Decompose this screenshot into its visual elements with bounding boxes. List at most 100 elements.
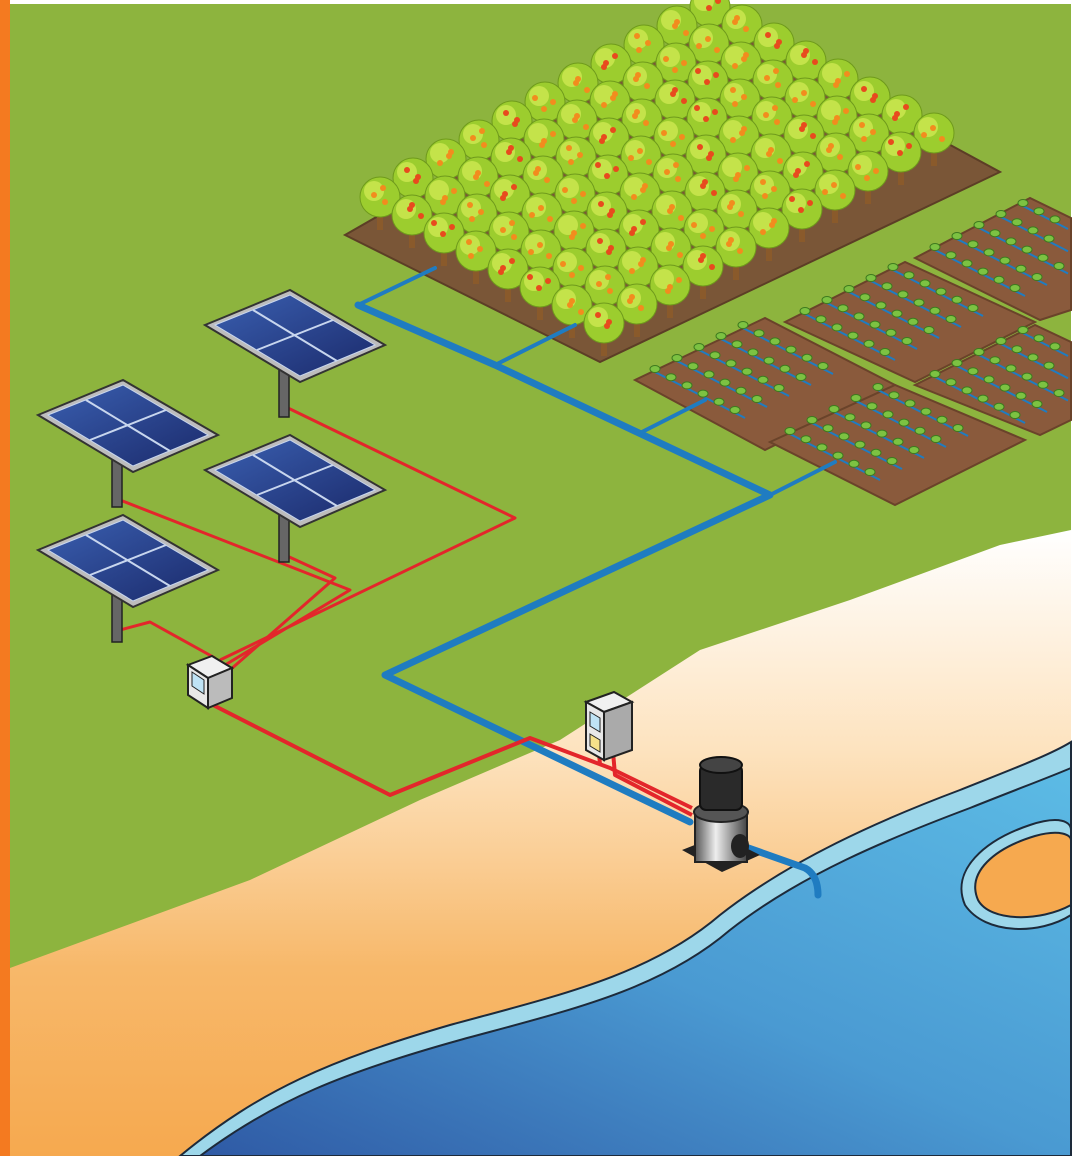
plant xyxy=(832,451,844,460)
fruit xyxy=(541,106,547,112)
fruit xyxy=(431,220,437,226)
tree-highlight xyxy=(624,177,644,197)
fruit xyxy=(613,166,619,172)
solar-array xyxy=(35,288,388,643)
fruit xyxy=(833,82,839,88)
tree-highlight xyxy=(623,214,643,234)
fruit xyxy=(566,145,572,151)
fruit xyxy=(939,136,945,142)
tree-highlight xyxy=(628,29,648,49)
fruit xyxy=(903,104,909,110)
tree-highlight xyxy=(492,253,512,273)
fruit xyxy=(544,177,550,183)
tree xyxy=(557,62,599,116)
plant xyxy=(952,424,964,432)
tree-highlight xyxy=(753,212,773,232)
fruit xyxy=(789,196,795,202)
tree-trunk xyxy=(700,279,706,299)
plant xyxy=(681,381,693,390)
tree-trunk xyxy=(766,241,772,261)
tree-highlight xyxy=(364,181,384,201)
fruit xyxy=(696,43,702,49)
tree xyxy=(781,188,823,242)
fruit xyxy=(583,124,589,130)
plant xyxy=(848,459,860,468)
tree-highlight xyxy=(494,179,514,199)
fruit xyxy=(844,71,850,77)
fruit xyxy=(672,67,678,73)
fruit xyxy=(704,79,710,85)
fruit xyxy=(413,178,419,184)
fruit xyxy=(774,43,780,49)
tree-highlight xyxy=(525,234,545,254)
tree-highlight xyxy=(593,122,613,142)
plant xyxy=(865,274,877,282)
fruit xyxy=(569,272,575,278)
fruit xyxy=(700,183,706,189)
plant xyxy=(872,383,884,391)
tree-trunk xyxy=(799,222,805,242)
plant xyxy=(753,329,765,338)
fruit xyxy=(738,211,744,217)
fruit xyxy=(500,195,506,201)
plant xyxy=(799,307,811,315)
plant xyxy=(929,306,941,315)
tree xyxy=(684,171,726,225)
plant xyxy=(821,296,833,304)
tree xyxy=(816,95,858,149)
plant xyxy=(1017,326,1029,334)
fruit xyxy=(837,154,843,160)
tree-trunk xyxy=(441,246,447,266)
plant xyxy=(914,426,926,435)
plant xyxy=(719,378,731,387)
vegetable-plots xyxy=(632,196,1072,507)
plant xyxy=(945,251,957,260)
fruit xyxy=(512,121,518,127)
plant xyxy=(935,287,947,296)
tree xyxy=(653,116,695,170)
plant xyxy=(1031,273,1043,281)
fruit xyxy=(550,131,556,137)
tree xyxy=(392,157,434,211)
fruit xyxy=(681,60,687,66)
fruit xyxy=(766,151,772,157)
combiner-box xyxy=(185,654,235,710)
fruit xyxy=(418,213,424,219)
tree-highlight xyxy=(560,141,580,161)
fruit xyxy=(744,165,750,171)
fruit xyxy=(532,95,538,101)
tree xyxy=(616,283,658,337)
tree xyxy=(783,114,825,168)
fruit xyxy=(572,117,578,123)
tree xyxy=(715,226,757,280)
fruit xyxy=(672,23,678,29)
plant xyxy=(886,457,898,465)
fruit xyxy=(371,192,377,198)
fruit xyxy=(503,110,509,116)
tree-highlight xyxy=(493,216,513,236)
fruit xyxy=(640,219,646,225)
plant xyxy=(795,373,807,381)
plant xyxy=(800,435,812,444)
tree xyxy=(457,156,499,210)
fruit xyxy=(810,101,816,107)
plant xyxy=(989,229,1001,238)
fruit xyxy=(633,76,639,82)
fruit xyxy=(567,302,573,308)
fruit xyxy=(638,305,644,311)
plant xyxy=(737,321,749,329)
fruit xyxy=(640,187,646,193)
tree xyxy=(655,42,697,96)
fruit xyxy=(536,285,542,291)
fruit xyxy=(698,257,704,263)
fruit xyxy=(712,109,718,115)
fruit xyxy=(533,170,539,176)
pump xyxy=(682,756,760,872)
plant xyxy=(1021,372,1033,381)
plant xyxy=(784,427,796,435)
plant xyxy=(929,370,941,378)
plant xyxy=(785,345,797,354)
plant xyxy=(967,367,979,376)
tree xyxy=(651,190,693,244)
tree xyxy=(359,176,401,230)
